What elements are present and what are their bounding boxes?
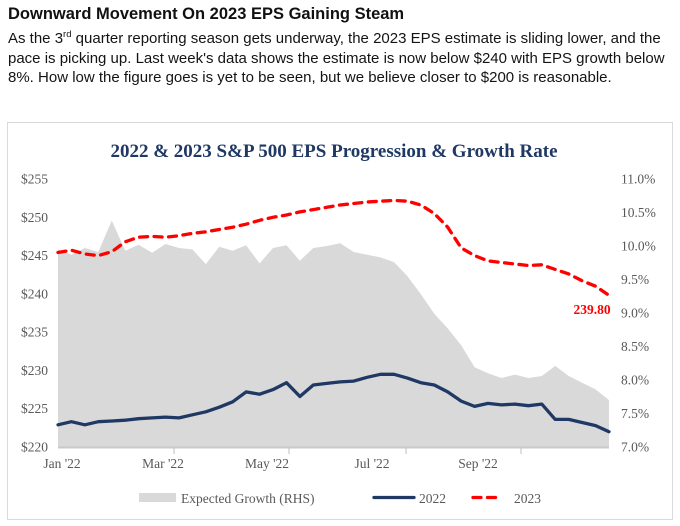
chart-title: 2022 & 2023 S&P 500 EPS Progression & Gr… <box>110 141 557 162</box>
left-axis-tick-label: $220 <box>21 440 48 455</box>
left-axis-tick-label: $255 <box>21 172 48 187</box>
right-axis-tick-label: 9.0% <box>621 306 649 321</box>
left-axis-tick-label: $245 <box>21 248 48 263</box>
eps-chart-svg: 2022 & 2023 S&P 500 EPS Progression & Gr… <box>21 141 656 506</box>
article-header: Downward Movement On 2023 EPS Gaining St… <box>0 0 680 88</box>
right-axis-tick-label: 7.0% <box>621 440 649 455</box>
x-axis-tick-label: May '22 <box>245 456 289 471</box>
right-axis-tick-label: 10.5% <box>621 205 656 220</box>
left-axis-labels: $255 $250 $245 $240 $235 $230 $225 $220 <box>21 172 48 455</box>
x-axis-tick-label: Jan '22 <box>43 456 80 471</box>
right-axis-tick-label: 8.5% <box>621 339 649 354</box>
x-axis-labels: Jan '22 Mar '22 May '22 Jul '22 Sep '22 <box>43 456 497 471</box>
legend-label-2022: 2022 <box>419 491 446 506</box>
left-axis-tick-label: $240 <box>21 286 48 301</box>
line-2022 <box>56 372 611 434</box>
intro-text-prefix: As the 3 <box>8 30 64 47</box>
x-axis-tick-label: Mar '22 <box>142 456 184 471</box>
legend-label-2023: 2023 <box>514 491 541 506</box>
right-axis-tick-label: 9.5% <box>621 272 649 287</box>
x-axis-ticks <box>173 448 522 454</box>
x-axis-tick-label: Sep '22 <box>458 456 498 471</box>
legend-area-swatch <box>139 493 176 502</box>
legend-label-expected-growth: Expected Growth (RHS) <box>181 491 314 506</box>
intro-text-body: quarter reporting season gets underway, … <box>8 30 665 86</box>
right-axis-tick-label: 10.0% <box>621 239 656 254</box>
right-axis-tick-label: 7.5% <box>621 406 649 421</box>
left-axis-tick-label: $230 <box>21 363 48 378</box>
left-axis-tick-label: $250 <box>21 210 48 225</box>
headline: Downward Movement On 2023 EPS Gaining St… <box>8 5 405 23</box>
right-axis-tick-label: 11.0% <box>621 172 655 187</box>
end-value-annotation: 239.80 <box>573 302 610 317</box>
x-axis-tick-label: Jul '22 <box>354 456 389 471</box>
legend: Expected Growth (RHS) 2022 2023 <box>139 491 541 506</box>
right-axis-labels: 11.0% 10.5% 10.0% 9.5% 9.0% 8.5% 8.0% 7.5% 7.0% <box>621 172 656 455</box>
expected-growth-area <box>58 220 609 447</box>
left-axis-tick-label: $225 <box>21 401 48 416</box>
intro-paragraph: As the 3rd quarter reporting season gets… <box>8 29 668 88</box>
right-axis-tick-label: 8.0% <box>621 373 649 388</box>
eps-chart-card: 2022 & 2023 S&P 500 EPS Progression & Gr… <box>7 122 673 520</box>
left-axis-tick-label: $235 <box>21 325 48 340</box>
line-2023 <box>56 198 611 298</box>
ordinal-superscript: rd <box>63 29 72 40</box>
